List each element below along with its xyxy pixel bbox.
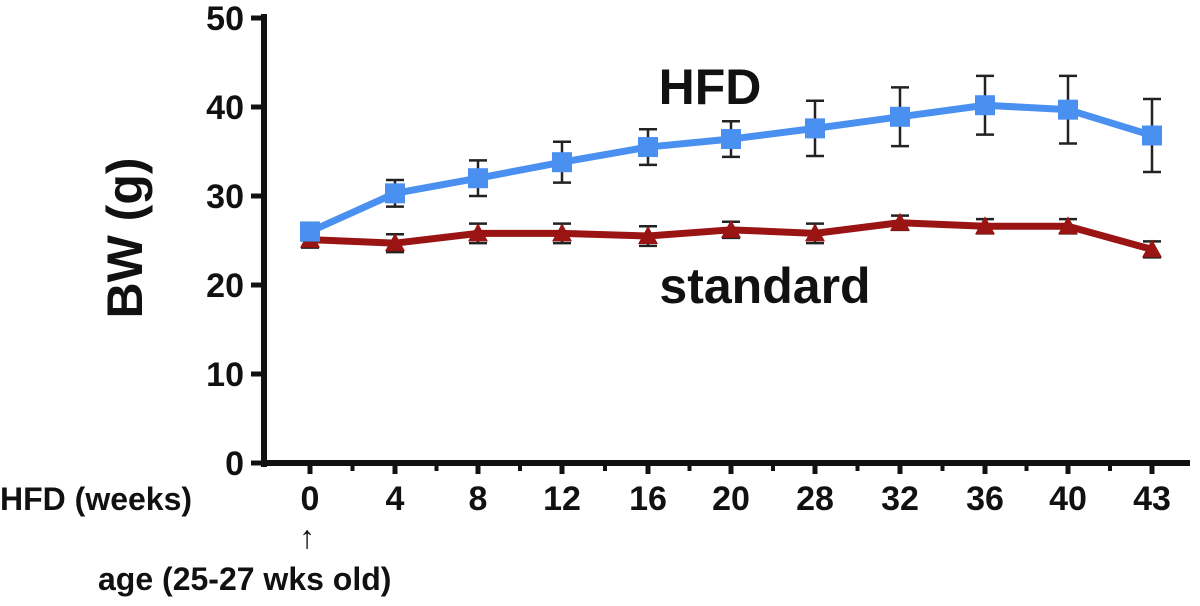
data-point-triangle — [468, 223, 488, 242]
x-tick-label: 12 — [543, 480, 581, 518]
y-tick-label: 30 — [206, 178, 244, 216]
x-tick-label: 43 — [1133, 480, 1171, 518]
series-HFD — [300, 74, 1162, 242]
x-tick-label: 36 — [966, 480, 1004, 518]
y-tick-label: 10 — [206, 356, 244, 394]
data-point-square — [721, 129, 741, 150]
x-axis-title: HFD (weeks) — [0, 481, 192, 517]
data-point-square — [890, 106, 910, 127]
x-tick-label: 4 — [386, 480, 405, 518]
x-tick-label: 40 — [1049, 480, 1087, 518]
data-point-square — [300, 221, 320, 242]
data-point-square — [468, 168, 488, 189]
age-annotation: age (25-27 wks old) — [98, 561, 391, 597]
x-tick-label: 16 — [629, 480, 667, 518]
age-arrow: ↑ — [299, 519, 315, 555]
series-label-standard: standard — [659, 258, 870, 314]
x-tick-label: 0 — [301, 480, 320, 518]
data-point-square — [385, 183, 405, 204]
data-point-square — [805, 118, 825, 139]
x-tick-label: 20 — [712, 480, 750, 518]
data-point-triangle — [1058, 216, 1078, 235]
data-point-triangle — [890, 212, 910, 231]
data-point-triangle — [721, 219, 741, 238]
series-standard — [300, 212, 1162, 259]
data-point-triangle — [638, 226, 658, 245]
data-point-square — [552, 152, 572, 173]
x-tick-label: 28 — [796, 480, 834, 518]
data-point-square — [975, 95, 995, 116]
y-tick-label: 40 — [206, 89, 244, 127]
y-axis-label: BW (g) — [97, 157, 153, 318]
data-point-triangle — [1142, 239, 1162, 258]
series-layer — [300, 74, 1162, 259]
data-point-triangle — [385, 233, 405, 252]
y-axis: 0 10 20 30 40 50 — [206, 0, 267, 483]
series-label-hfd: HFD — [659, 59, 762, 115]
data-point-square — [1142, 125, 1162, 146]
data-point-square — [638, 137, 658, 158]
y-tick-label: 20 — [206, 267, 244, 305]
data-point-triangle — [975, 216, 995, 235]
data-point-triangle — [552, 223, 572, 242]
y-tick-label: 0 — [225, 445, 244, 483]
x-axis: 0 4 8 12 16 20 28 32 36 40 43 — [261, 460, 1190, 518]
x-tick-label: 32 — [881, 480, 919, 518]
data-point-square — [1058, 99, 1078, 120]
data-point-triangle — [805, 223, 825, 242]
x-tick-label: 8 — [469, 480, 488, 518]
y-tick-label: 50 — [206, 0, 244, 38]
